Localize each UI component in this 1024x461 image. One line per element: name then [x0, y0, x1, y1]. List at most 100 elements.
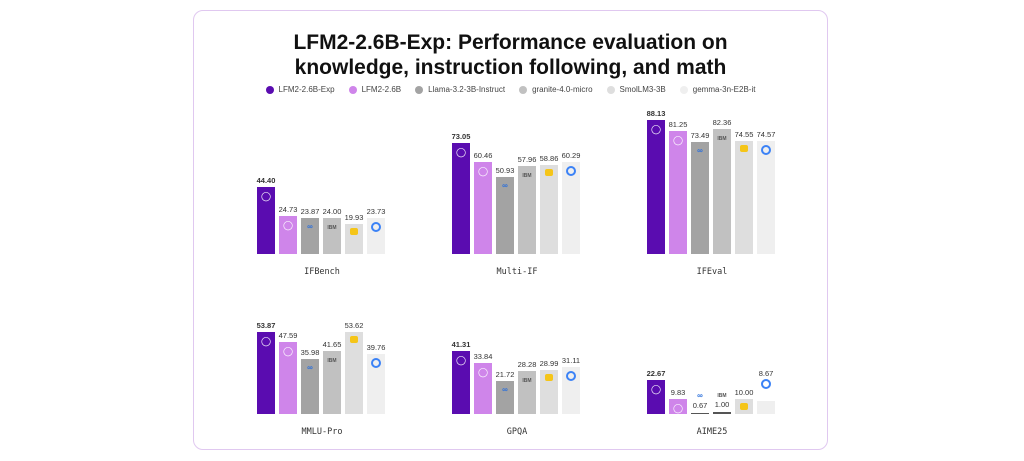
bar	[496, 176, 514, 254]
bar	[257, 186, 275, 254]
bar	[496, 380, 514, 414]
benchmark-label: AIME25	[696, 427, 728, 437]
meta-logo-icon: ∞	[697, 146, 703, 156]
data-label: 41.31	[451, 340, 471, 350]
liquid-drop-icon: ◯	[477, 166, 489, 177]
bar	[518, 165, 536, 254]
benchmark-label: IFEval	[696, 267, 728, 277]
legend-item: Llama-3.2-3B-Instruct	[415, 85, 505, 94]
benchmark-label: Multi-IF	[496, 267, 538, 277]
liquid-drop-icon: ◯	[455, 355, 467, 366]
data-label: 10.00	[734, 387, 754, 397]
legend-swatch	[679, 85, 688, 94]
data-label: 23.87	[300, 206, 320, 216]
bar	[452, 142, 470, 254]
bar	[279, 341, 297, 414]
bar	[669, 130, 687, 254]
bar	[757, 140, 775, 254]
data-label: 58.86	[539, 153, 559, 163]
data-label: 47.59	[278, 330, 298, 340]
bar	[323, 217, 341, 254]
bar	[367, 353, 385, 414]
legend-label: gemma-3n-E2B-it	[692, 85, 756, 94]
data-label: 53.62	[344, 321, 364, 331]
data-label: 60.29	[561, 151, 581, 161]
chart-card	[193, 10, 828, 450]
data-label: 73.05	[451, 131, 471, 141]
meta-logo-icon: ∞	[502, 384, 508, 394]
data-label: 0.67	[692, 400, 708, 410]
data-label: 73.49	[690, 131, 710, 141]
data-label: 60.46	[473, 151, 493, 161]
data-label: 24.00	[322, 206, 342, 216]
legend-swatch	[519, 85, 528, 94]
legend-item: granite-4.0-micro	[519, 85, 593, 94]
meta-logo-icon: ∞	[307, 363, 313, 373]
data-label: 74.55	[734, 129, 754, 139]
legend-swatch	[606, 85, 615, 94]
data-label: 28.28	[517, 360, 537, 369]
data-label: 57.96	[517, 154, 537, 164]
liquid-drop-icon: ◯	[477, 366, 489, 377]
gemma-logo-icon	[562, 166, 580, 179]
data-label: 39.76	[366, 342, 386, 352]
data-label: 9.83	[670, 388, 686, 398]
smol-face-icon	[345, 227, 363, 238]
ibm-logo-icon: IBM	[717, 135, 727, 142]
data-label: 8.67	[758, 368, 774, 378]
title-line-2: knowledge, instruction following, and ma…	[294, 56, 727, 79]
bar	[474, 162, 492, 254]
legend-label: LFM2-2.6B-Exp	[278, 85, 335, 94]
legend-item: SmolLM3-3B	[606, 85, 666, 94]
data-label: 35.98	[300, 348, 320, 358]
gemma-logo-icon	[367, 357, 385, 371]
liquid-drop-icon: ◯	[650, 124, 662, 135]
legend-swatch	[265, 85, 274, 94]
data-label: 50.93	[495, 165, 515, 175]
bar	[647, 120, 665, 254]
bar	[647, 379, 665, 414]
smol-face-icon	[735, 144, 753, 155]
bar	[691, 412, 709, 414]
bar	[518, 371, 536, 414]
liquid-drop-icon: ◯	[650, 383, 662, 394]
bar	[474, 362, 492, 414]
legend-swatch	[348, 85, 357, 94]
liquid-drop-icon: ◯	[282, 220, 294, 231]
bar	[713, 412, 731, 414]
data-label: 19.93	[344, 212, 364, 222]
meta-logo-icon: ∞	[307, 221, 313, 231]
benchmark-label: GPQA	[506, 427, 528, 437]
meta-logo-icon: ∞	[502, 180, 508, 190]
bar	[345, 223, 363, 254]
gemma-logo-icon	[757, 378, 775, 392]
bar	[345, 332, 363, 414]
data-label: 41.65	[322, 339, 342, 349]
legend-label: LFM2-2.6B	[361, 85, 402, 94]
ibm-logo-icon: IBM	[717, 393, 727, 400]
liquid-drop-icon: ◯	[455, 146, 467, 157]
gemma-logo-icon	[757, 144, 775, 158]
smol-face-icon	[540, 168, 558, 179]
bar	[757, 400, 775, 414]
bar	[691, 142, 709, 254]
bar	[735, 140, 753, 254]
liquid-drop-icon: ◯	[672, 134, 684, 145]
bar	[562, 162, 580, 254]
benchmark-label: IFBench	[304, 267, 340, 277]
gemma-logo-icon	[562, 370, 580, 384]
bar	[323, 350, 341, 414]
data-label: 82.36	[712, 117, 732, 127]
benchmark-label: MMLU-Pro	[301, 427, 343, 437]
legend-label: Llama-3.2-3B-Instruct	[428, 85, 506, 94]
legend: LFM2-2.6B-Exp LFM2-2.6B Llama-3.2-3B-Instr…	[193, 85, 828, 94]
smol-face-icon	[735, 402, 753, 413]
ibm-logo-icon: IBM	[522, 172, 532, 179]
smol-face-icon	[540, 373, 558, 384]
data-label: 22.67	[646, 368, 666, 378]
bar	[257, 332, 275, 414]
ibm-logo-icon: IBM	[327, 224, 337, 231]
data-label: 1.00	[714, 400, 730, 410]
data-label: 53.87	[256, 321, 276, 331]
legend-label: SmolLM3-3B	[619, 85, 666, 94]
